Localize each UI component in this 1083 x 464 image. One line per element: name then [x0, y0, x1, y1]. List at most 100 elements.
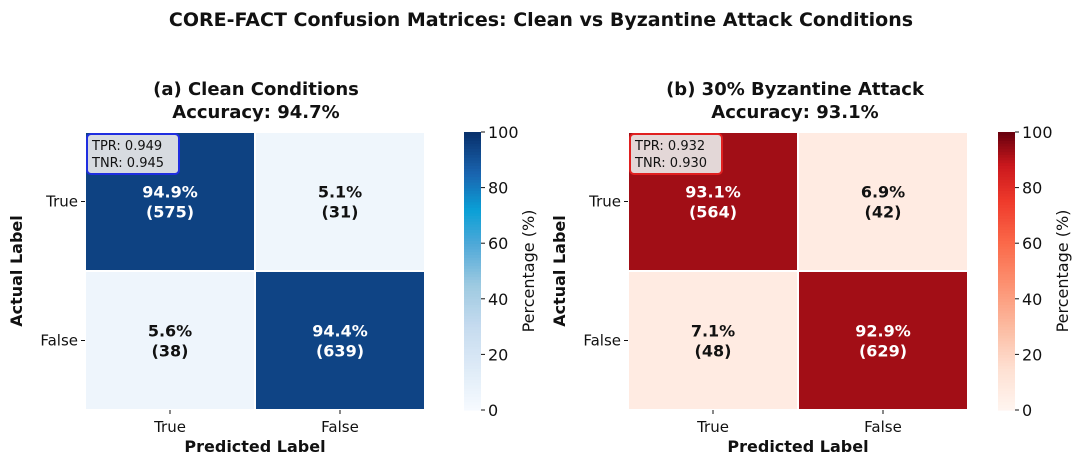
colorbar-segment [464, 226, 481, 230]
colorbar-segment [464, 384, 481, 389]
colorbar-segment [464, 304, 481, 308]
colorbar-segment [464, 365, 481, 369]
cell-count-label: (31) [322, 203, 359, 222]
colorbar-segment [998, 287, 1015, 292]
colorbar-segment [998, 232, 1015, 236]
colorbar-segment [998, 140, 1015, 144]
colorbar-segment [998, 329, 1015, 333]
colorbar-segment [464, 307, 481, 311]
colorbar-segment [998, 362, 1015, 367]
colorbar-segment [464, 357, 481, 361]
colorbar-segment [464, 382, 481, 386]
heatmap-cell [627, 270, 799, 411]
y-tick-label: False [40, 332, 78, 350]
colorbar-segment [998, 387, 1015, 392]
colorbar-segment [464, 296, 481, 300]
colorbar-segment [464, 315, 481, 319]
colorbar-segment [998, 368, 1015, 372]
colorbar-segment [464, 132, 481, 136]
colorbar-segment [998, 393, 1015, 397]
y-tick-label: False [583, 332, 621, 350]
colorbar-segment [998, 207, 1015, 211]
cell-percent-label: 7.1% [691, 322, 735, 341]
colorbar-segment [464, 271, 481, 275]
colorbar-segment [464, 268, 481, 272]
heatmap-cell [254, 270, 426, 411]
colorbar-segment [464, 193, 481, 197]
colorbar-segment [464, 259, 481, 264]
colorbar-segment [464, 215, 481, 219]
colorbar-tick-label: 20 [488, 345, 508, 364]
colorbar-segment [464, 170, 481, 175]
colorbar-segment [464, 176, 481, 180]
colorbar-segment [464, 373, 481, 378]
colorbar-segment [998, 204, 1015, 208]
colorbar-segment [464, 237, 481, 242]
colorbar-segment [998, 382, 1015, 386]
colorbar-segment [998, 340, 1015, 344]
colorbar-segment [464, 309, 481, 314]
colorbar-segment [998, 326, 1015, 330]
colorbar-segment [998, 282, 1015, 286]
colorbar-segment [998, 315, 1015, 319]
x-tick-label: True [696, 418, 729, 436]
colorbar-segment [464, 262, 481, 267]
colorbar-segment [464, 187, 481, 191]
colorbar-segment [464, 301, 481, 305]
colorbar-segment [464, 293, 481, 297]
x-tick-label: False [321, 418, 359, 436]
colorbar-segment [998, 184, 1015, 189]
colorbar-segment [998, 226, 1015, 230]
colorbar-segment [998, 290, 1015, 294]
colorbar-segment [464, 212, 481, 216]
colorbar-segment [998, 190, 1015, 194]
colorbar-tick-label: 40 [1022, 290, 1042, 309]
panel-title: (b) 30% Byzantine Attack [666, 79, 925, 100]
colorbar-segment [998, 323, 1015, 328]
colorbar-segment [998, 182, 1015, 186]
heatmap-cell [254, 131, 426, 272]
colorbar-segment [998, 212, 1015, 216]
colorbar-segment [998, 390, 1015, 394]
colorbar-segment [998, 273, 1015, 278]
cell-count-label: (48) [695, 342, 732, 361]
colorbar-segment [464, 401, 481, 406]
colorbar-segment [998, 343, 1015, 347]
colorbar: 0 20 40 60 80 100 Percentage (%) [998, 123, 1072, 420]
colorbar-segment [464, 201, 481, 205]
colorbar-segment [998, 296, 1015, 300]
colorbar-segment [998, 237, 1015, 242]
colorbar-segment [464, 154, 481, 158]
colorbar-segment [998, 170, 1015, 175]
colorbar-segment [464, 282, 481, 286]
colorbar-segment [998, 384, 1015, 389]
colorbar-segment [998, 357, 1015, 361]
colorbar-segment [998, 143, 1015, 147]
colorbar-segment [464, 134, 481, 139]
colorbar-segment [998, 268, 1015, 272]
colorbar-segment [464, 329, 481, 333]
colorbar-segment [464, 276, 481, 280]
colorbar-segment [998, 195, 1015, 200]
colorbar-segment [464, 245, 481, 250]
y-tick-label: True [45, 193, 78, 211]
colorbar-segment [998, 240, 1015, 244]
y-tick-label: True [588, 193, 621, 211]
colorbar-segment [998, 248, 1015, 253]
colorbar-segment [998, 229, 1015, 233]
x-tick-label: True [153, 418, 186, 436]
colorbar-segment [464, 168, 481, 172]
stats-box [629, 133, 723, 175]
colorbar-segment [464, 287, 481, 292]
colorbar-segment [998, 401, 1015, 406]
colorbar-segment [464, 379, 481, 383]
colorbar-segment [464, 273, 481, 278]
colorbar-segment [998, 168, 1015, 172]
colorbar-segment [464, 407, 481, 411]
colorbar-segment [464, 346, 481, 350]
colorbar-segment [464, 337, 481, 342]
colorbar-segment [998, 179, 1015, 183]
colorbar-tick-label: 60 [1022, 234, 1042, 253]
colorbar-segment [998, 398, 1015, 403]
